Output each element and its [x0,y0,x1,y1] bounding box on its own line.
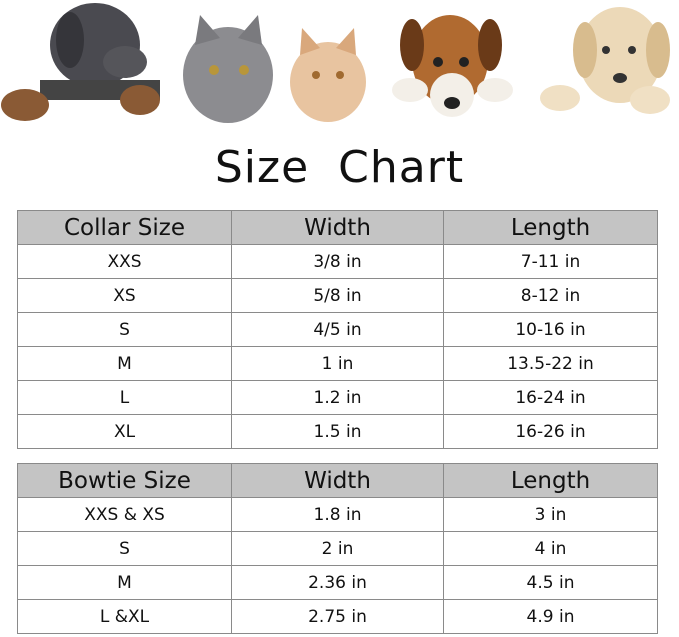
table-row: XXS 3/8 in 7-11 in [17,244,658,279]
cell-length: 7-11 in [443,244,658,279]
cell-length: 16-26 in [443,414,658,449]
cell-width: 2.36 in [231,565,444,600]
cell-size: L &XL [17,599,232,634]
cell-width: 1.2 in [231,380,444,415]
cell-size: L [17,380,232,415]
table-row: S 4/5 in 10-16 in [17,312,658,347]
grey-cat-image [183,15,273,123]
cell-width: 4/5 in [231,312,444,347]
cell-length: 4 in [443,531,658,566]
collar-size-table: Collar Size Width Length XXS 3/8 in 7-11 i… [17,210,658,449]
cell-size: XS [17,278,232,313]
cell-size: M [17,565,232,600]
table-header-row: Collar Size Width Length [17,210,658,245]
table-row: XL 1.5 in 16-26 in [17,414,658,449]
cell-length: 16-24 in [443,380,658,415]
cell-size: S [17,312,232,347]
golden-puppy-image [540,7,670,114]
cell-width: 5/8 in [231,278,444,313]
orange-cat-image [290,28,366,122]
cell-length: 3 in [443,497,658,532]
grey-dog-image [1,3,160,121]
cell-length: 10-16 in [443,312,658,347]
cell-size: XXS & XS [17,497,232,532]
beagle-puppy-image [392,15,513,117]
cell-size: XL [17,414,232,449]
pets-illustration [1,3,670,123]
table-row: XXS & XS 1.8 in 3 in [17,497,658,532]
cell-width: 1.8 in [231,497,444,532]
cell-width: 3/8 in [231,244,444,279]
cell-length: 13.5-22 in [443,346,658,381]
table-row: M 2.36 in 4.5 in [17,565,658,600]
cell-length: 4.5 in [443,565,658,600]
header-width: Width [231,463,444,498]
cell-size: M [17,346,232,381]
cell-width: 2 in [231,531,444,566]
header-length: Length [443,210,658,245]
cell-size: S [17,531,232,566]
header-collar-size: Collar Size [17,210,232,245]
table-header-row: Bowtie Size Width Length [17,463,658,498]
table-row: L &XL 2.75 in 4.9 in [17,599,658,634]
header-width: Width [231,210,444,245]
table-row: XS 5/8 in 8-12 in [17,278,658,313]
cell-length: 8-12 in [443,278,658,313]
header-length: Length [443,463,658,498]
table-row: L 1.2 in 16-24 in [17,380,658,415]
cell-size: XXS [17,244,232,279]
cell-length: 4.9 in [443,599,658,634]
page-title: Size Chart [214,142,465,193]
bowtie-size-table: Bowtie Size Width Length XXS & XS 1.8 in 3… [17,463,658,634]
cell-width: 1.5 in [231,414,444,449]
cell-width: 2.75 in [231,599,444,634]
header-bowtie-size: Bowtie Size [17,463,232,498]
cell-width: 1 in [231,346,444,381]
